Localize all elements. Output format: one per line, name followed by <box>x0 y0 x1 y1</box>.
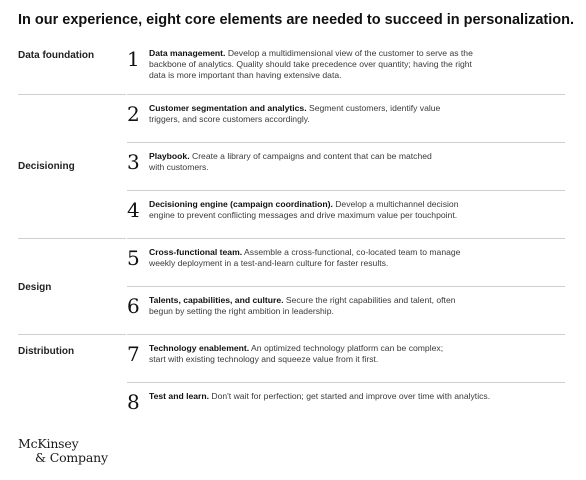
item-heading: Data management. <box>149 48 226 58</box>
item-number: 7 <box>127 342 140 366</box>
category-divider <box>18 334 126 335</box>
item-text: Test and learn. Don't wait for perfectio… <box>149 391 490 402</box>
item-number: 3 <box>127 150 140 174</box>
item-text: Playbook. Create a library of campaigns … <box>149 151 432 173</box>
element-item-1: 1 Data management. Develop a multidimens… <box>127 48 567 81</box>
item-number: 1 <box>127 47 140 71</box>
item-text: Customer segmentation and analytics. Seg… <box>149 103 440 125</box>
item-text: Cross-functional team. Assemble a cross-… <box>149 247 460 269</box>
item-number: 6 <box>127 294 140 318</box>
item-heading: Cross-functional team. <box>149 247 243 257</box>
item-body-line: Develop a multichannel decision <box>335 199 459 209</box>
item-heading: Talents, capabilities, and culture. <box>149 295 284 305</box>
item-body-line: engine to prevent conflicting messages a… <box>149 210 458 220</box>
item-number: 4 <box>127 198 140 222</box>
item-body-line: triggers, and score customers accordingl… <box>149 114 310 124</box>
item-heading: Decisioning engine (campaign coordinatio… <box>149 199 333 209</box>
item-heading: Test and learn. <box>149 391 210 401</box>
item-text: Data management. Develop a multidimensio… <box>149 48 473 81</box>
item-body-line: Assemble a cross-functional, co-located … <box>244 247 461 257</box>
item-body-line: data is more important than having exten… <box>149 70 342 80</box>
category-design: Design <box>18 282 52 293</box>
item-text: Decisioning engine (campaign coordinatio… <box>149 199 458 221</box>
item-divider <box>127 382 565 383</box>
item-number: 5 <box>127 246 140 270</box>
item-body-line: with customers. <box>149 162 209 172</box>
logo-line-1: McKinsey <box>18 436 79 451</box>
logo-line-2: & Company <box>35 450 108 465</box>
item-text: Talents, capabilities, and culture. Secu… <box>149 295 456 317</box>
element-item-4: 4 Decisioning engine (campaign coordinat… <box>127 199 567 221</box>
item-divider <box>127 334 565 335</box>
element-item-8: 8 Test and learn. Don't wait for perfect… <box>127 391 567 412</box>
item-body-line: Secure the right capabilities and talent… <box>285 295 456 305</box>
item-divider <box>127 94 565 95</box>
item-body-line: Segment customers, identify value <box>308 103 441 113</box>
category-distribution: Distribution <box>18 346 75 357</box>
element-item-2: 2 Customer segmentation and analytics. S… <box>127 103 567 125</box>
item-body-line: begun by setting the right ambition in l… <box>149 306 334 316</box>
category-data-foundation: Data foundation <box>18 50 95 61</box>
item-body-line: weekly deployment in a test-and-learn cu… <box>149 258 389 268</box>
item-number: 2 <box>127 102 140 126</box>
item-body-line: Develop a multidimensional view of the c… <box>227 48 473 58</box>
item-heading: Playbook. <box>149 151 190 161</box>
item-body-line: Create a library of campaigns and conten… <box>191 151 432 161</box>
item-divider <box>127 190 565 191</box>
item-body-line: An optimized technology platform can be … <box>251 343 444 353</box>
element-item-5: 5 Cross-functional team. Assemble a cros… <box>127 247 567 269</box>
item-heading: Customer segmentation and analytics. <box>149 103 307 113</box>
element-item-3: 3 Playbook. Create a library of campaign… <box>127 151 567 173</box>
item-divider <box>127 286 565 287</box>
item-body-line: Don't wait for perfection; get started a… <box>211 391 491 401</box>
page-title: In our experience, eight core elements a… <box>18 12 575 28</box>
item-divider <box>127 142 565 143</box>
item-body-line: backbone of analytics. Quality should ta… <box>149 59 472 69</box>
item-divider <box>127 238 565 239</box>
category-decisioning: Decisioning <box>18 161 75 172</box>
category-divider <box>18 238 126 239</box>
category-divider <box>18 94 126 95</box>
element-item-7: 7 Technology enablement. An optimized te… <box>127 343 567 365</box>
mckinsey-logo: McKinsey & Company <box>18 437 108 465</box>
item-text: Technology enablement. An optimized tech… <box>149 343 443 365</box>
item-number: 8 <box>127 390 140 414</box>
element-item-6: 6 Talents, capabilities, and culture. Se… <box>127 295 567 317</box>
item-body-line: start with existing technology and squee… <box>149 354 379 364</box>
item-heading: Technology enablement. <box>149 343 250 353</box>
